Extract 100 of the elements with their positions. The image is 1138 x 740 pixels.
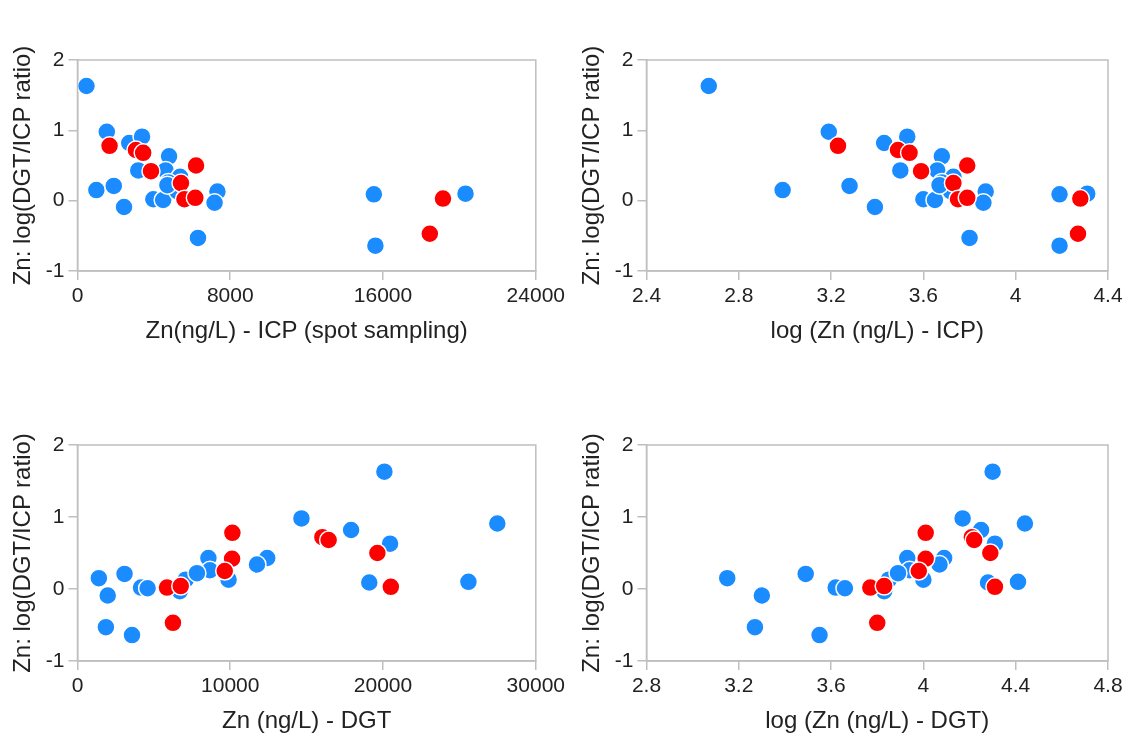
y-tick-label: -1 — [614, 647, 634, 671]
y-axis-title: Zn: log(DGT/ICP ratio) — [577, 433, 605, 673]
y-tick-label: 2 — [621, 431, 634, 455]
point — [367, 543, 388, 563]
x-tick-label: 4.4 — [1001, 673, 1031, 697]
point — [318, 530, 339, 550]
point — [699, 76, 719, 96]
point — [114, 197, 134, 217]
point — [890, 160, 911, 181]
point — [247, 554, 267, 575]
x-tick-label: 8000 — [206, 283, 254, 307]
x-tick-label: 0 — [71, 673, 84, 697]
point — [899, 143, 920, 163]
point — [819, 121, 839, 142]
point — [420, 223, 440, 244]
x-tick-label: 2.8 — [724, 283, 754, 307]
x-axis-title: Zn(ng/L) - ICP (spot sampling) — [145, 316, 468, 344]
y-tick-label: 2 — [52, 431, 65, 455]
point — [828, 136, 848, 156]
x-tick-label: 30000 — [506, 673, 566, 697]
point — [957, 188, 977, 208]
y-tick-label: 1 — [52, 503, 65, 527]
point — [341, 520, 361, 540]
point — [865, 197, 885, 217]
point — [1049, 184, 1070, 205]
point — [215, 561, 235, 581]
point — [133, 143, 153, 163]
point — [359, 572, 380, 593]
point — [458, 572, 479, 592]
x-axis-title: Zn (ng/L) - DGT — [221, 706, 392, 734]
point — [171, 173, 191, 193]
point — [973, 193, 994, 213]
y-axis-title: Zn: log(DGT/ICP ratio) — [8, 45, 36, 286]
point — [99, 136, 120, 156]
y-tick-label: 2 — [52, 46, 65, 70]
point — [364, 184, 384, 205]
point — [957, 155, 977, 176]
point — [104, 176, 124, 196]
x-tick-label: 3.2 — [816, 283, 846, 307]
point — [952, 508, 973, 529]
point — [185, 188, 206, 208]
point — [381, 577, 401, 597]
point — [911, 161, 931, 181]
point — [909, 561, 929, 581]
point — [809, 625, 830, 645]
point — [1015, 513, 1035, 534]
point — [982, 461, 1003, 482]
point — [487, 513, 508, 534]
point — [141, 161, 161, 181]
point — [96, 617, 116, 637]
point — [1068, 223, 1088, 244]
point — [943, 173, 964, 193]
point — [795, 564, 816, 584]
point — [1070, 188, 1091, 209]
point — [752, 585, 772, 606]
point — [188, 228, 208, 248]
x-tick-label: 4.4 — [1093, 283, 1123, 307]
point — [222, 523, 243, 543]
point — [186, 155, 206, 176]
y-tick-label: 0 — [621, 187, 634, 211]
y-tick-label: 2 — [621, 46, 634, 70]
point — [122, 625, 142, 645]
x-axis-title: log (Zn (ng/L) - ICP) — [770, 316, 984, 344]
point — [980, 543, 1001, 563]
y-tick-label: -1 — [614, 257, 634, 281]
point — [187, 563, 207, 583]
y-tick-label: -1 — [45, 257, 65, 281]
point — [867, 613, 887, 633]
point — [433, 188, 453, 209]
x-tick-label: 4.8 — [1093, 673, 1123, 697]
x-tick-label: 16000 — [353, 283, 413, 307]
point — [114, 564, 135, 584]
y-tick-label: 0 — [52, 575, 65, 599]
x-tick-label: 3.2 — [724, 673, 754, 697]
y-tick-label: 1 — [621, 503, 634, 527]
point — [772, 180, 793, 200]
x-tick-label: 3.6 — [908, 283, 938, 307]
x-tick-label: 4 — [1009, 283, 1022, 307]
point — [745, 617, 765, 637]
point — [77, 76, 97, 96]
point — [959, 228, 980, 248]
x-axis-title: log (Zn (ng/L) - DGT) — [765, 706, 990, 734]
x-tick-label: 2.8 — [631, 673, 662, 697]
point — [839, 176, 860, 196]
x-tick-label: 0 — [71, 283, 84, 307]
x-tick-label: 20000 — [353, 673, 413, 697]
x-tick-label: 3.6 — [816, 673, 846, 697]
point — [204, 193, 225, 213]
y-axis-title: Zn: log(DGT/ICP ratio) — [8, 433, 36, 673]
point — [888, 563, 908, 583]
x-tick-label: 10000 — [201, 673, 260, 697]
point — [1008, 572, 1028, 592]
point — [915, 523, 936, 543]
point — [163, 613, 183, 633]
y-tick-label: 0 — [52, 187, 65, 211]
x-tick-label: 4 — [917, 673, 930, 697]
x-tick-label: 24000 — [506, 283, 566, 307]
y-tick-label: 1 — [52, 117, 65, 141]
point — [835, 578, 855, 599]
point — [97, 585, 118, 606]
